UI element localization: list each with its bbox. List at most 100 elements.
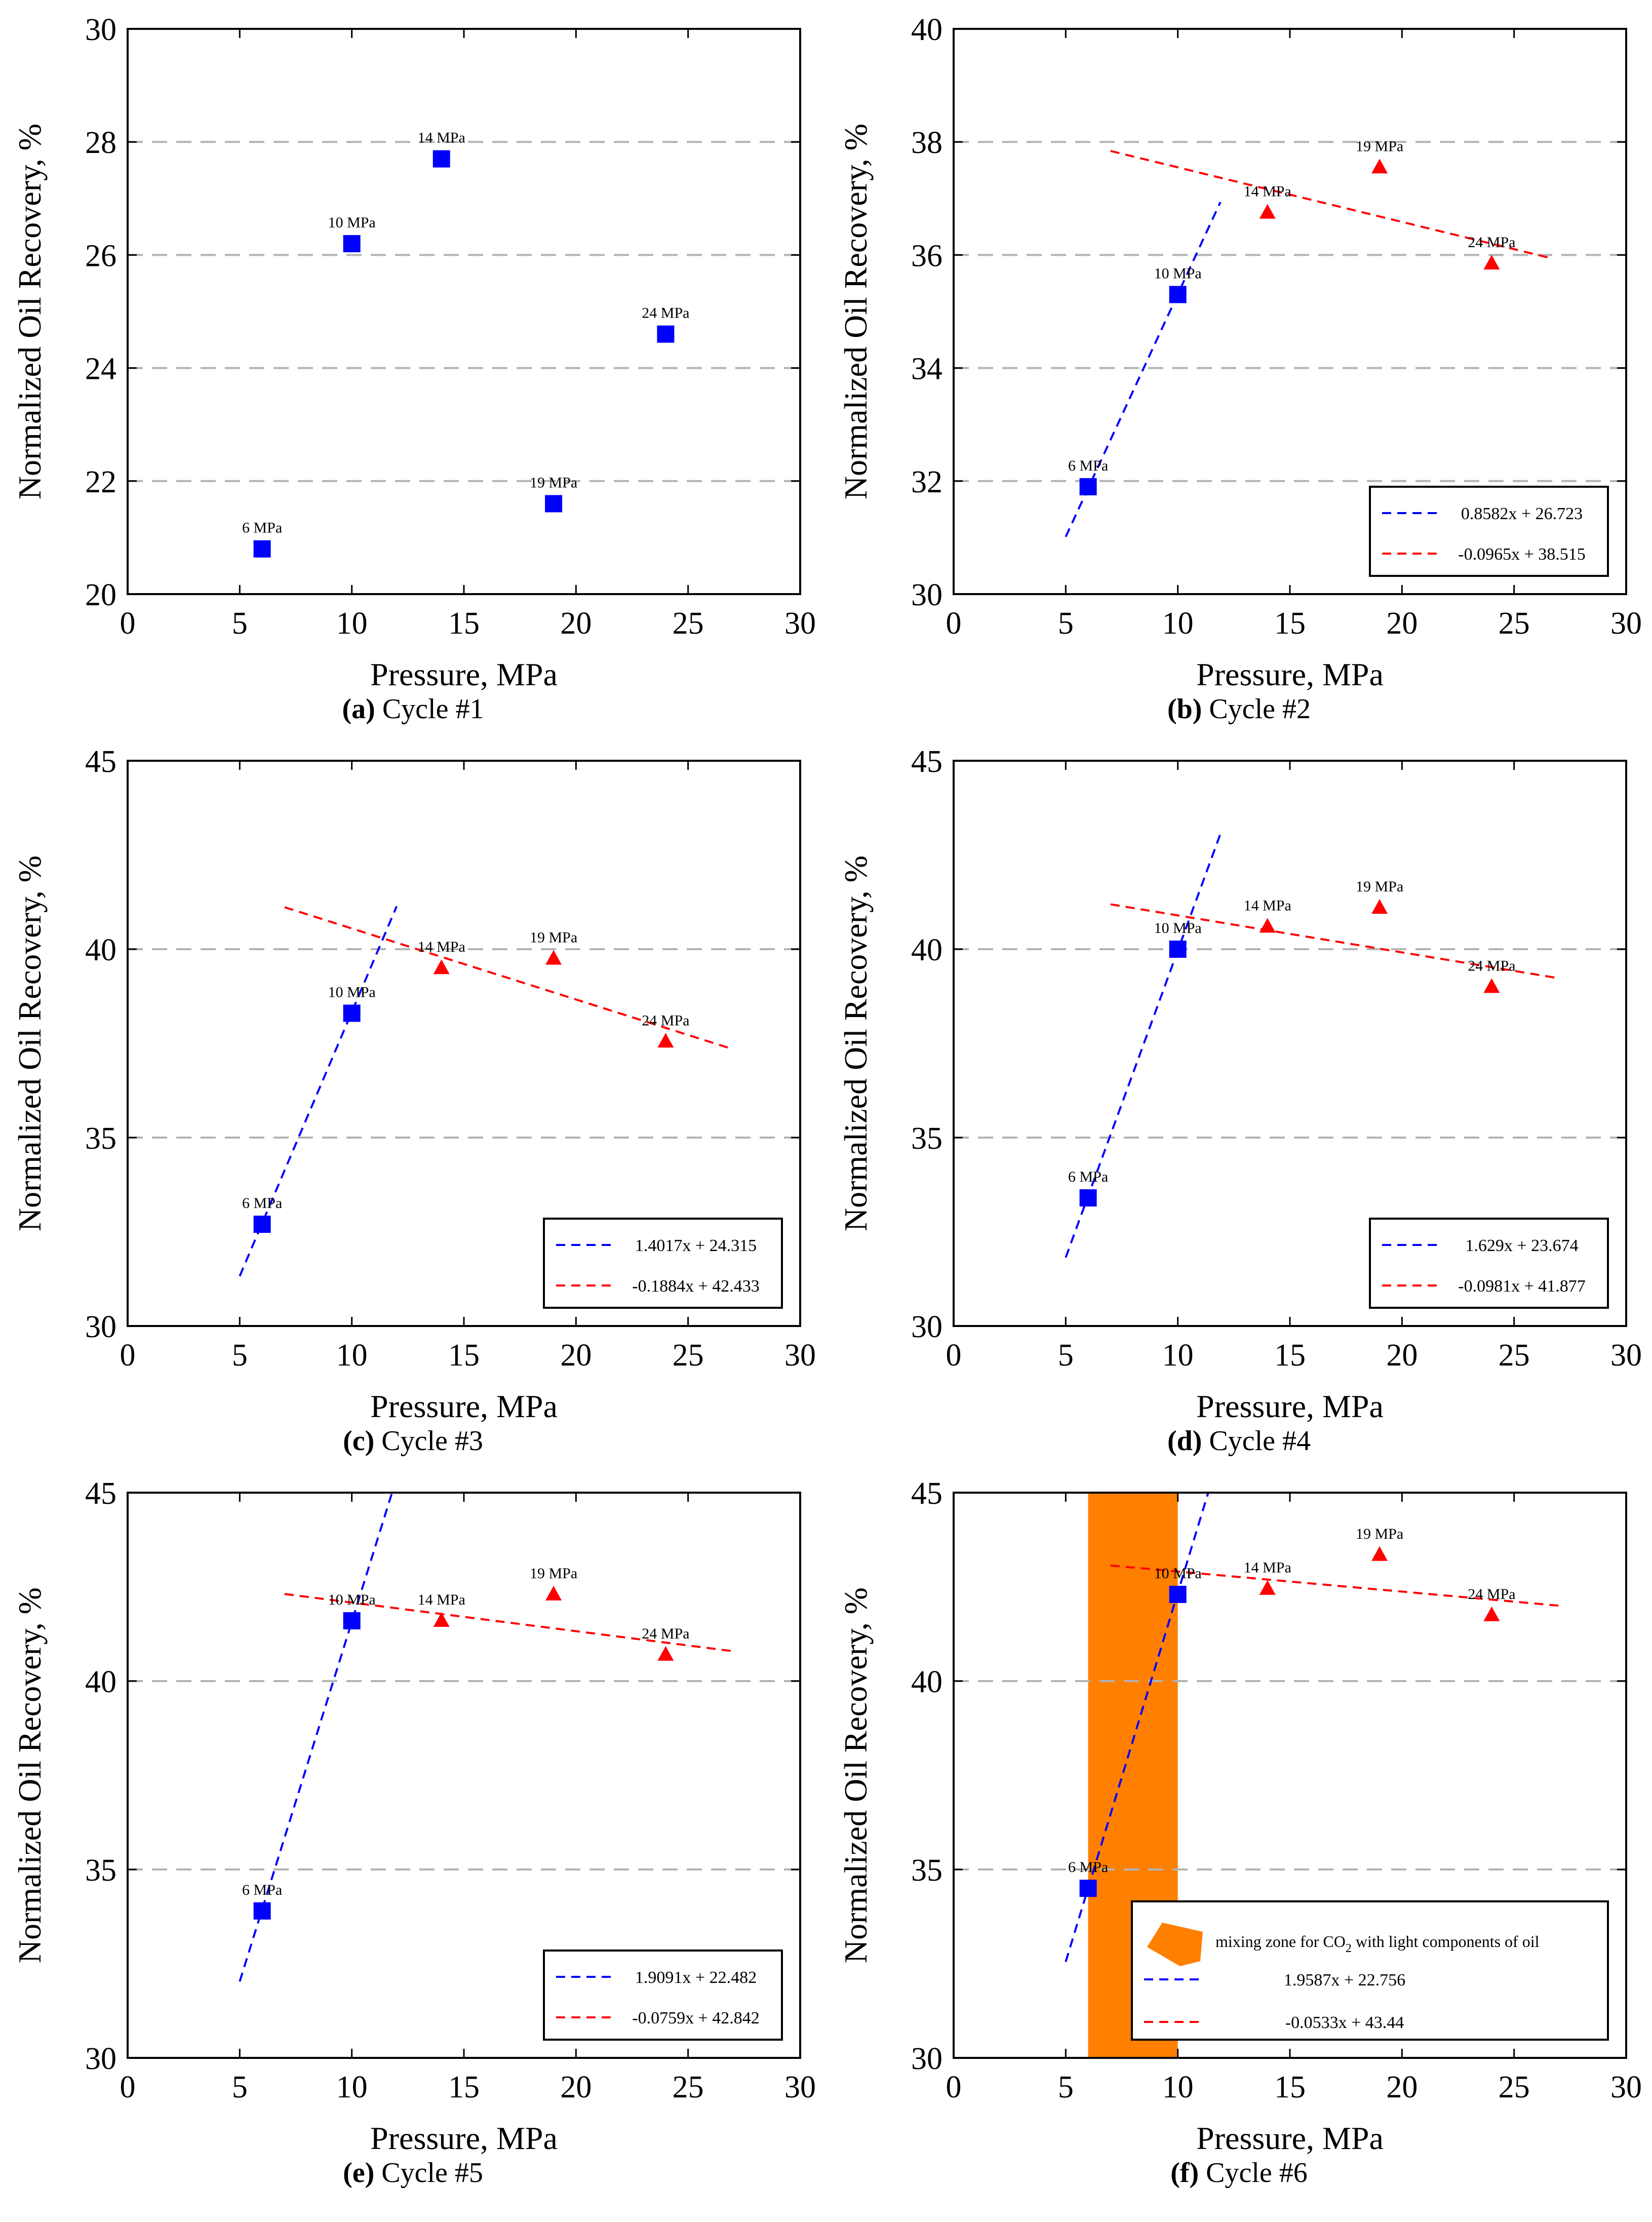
x-tick-label: 20: [1386, 606, 1418, 641]
data-point-square: [1169, 941, 1187, 958]
data-label: 10 MPa: [1154, 1565, 1202, 1582]
chart-c: 0 5 10 15 20 25 30 30 35 40 45 Pressure, MPa Normali…: [12, 745, 816, 1424]
data-label: 6 MPa: [242, 1882, 282, 1898]
caption-a-letter: (a): [342, 693, 375, 725]
data-label: 19 MPa: [530, 929, 577, 946]
data-label: 14 MPa: [1244, 1560, 1291, 1576]
data-point-triangle: [1371, 159, 1388, 174]
caption-a: (a) Cycle #1: [0, 693, 826, 725]
data-point-triangle: [1483, 978, 1500, 993]
y-tick-label: 30: [85, 13, 116, 47]
data-point-square: [1079, 1189, 1097, 1207]
y-tick-label: 36: [911, 239, 942, 273]
data-label: 14 MPa: [418, 1591, 465, 1608]
data-point-triangle: [657, 1033, 674, 1048]
y-tick-label: 40: [85, 1665, 116, 1699]
legend-box: [1131, 1900, 1609, 2041]
data-label: 6 MPa: [1068, 1859, 1108, 1876]
chart-a: 0 5 10 15 20 25 30 20 22 24 26 28 30 Pressure, MPa Nor…: [12, 13, 816, 692]
data-point-triangle: [433, 1612, 450, 1627]
y-axis-label: Normalized Oil Recovery, %: [12, 855, 48, 1231]
x-axis-label: Pressure, MPa: [1196, 2120, 1384, 2156]
y-tick-label: 45: [85, 745, 116, 779]
data-label: 6 MPa: [1068, 1168, 1108, 1185]
data-point-triangle: [545, 950, 562, 965]
y-tick-label: 28: [85, 126, 116, 160]
data-point-square: [657, 325, 675, 343]
legend-label-blue: 1.4017x + 24.315: [635, 1236, 757, 1255]
x-tick-label: 20: [560, 1338, 592, 1373]
y-tick-label: 30: [85, 2042, 116, 2076]
y-tick-label: 35: [85, 1853, 116, 1888]
caption-d-letter: (d): [1167, 1425, 1202, 1457]
panel-e: 0 5 10 15 20 25 30 30 35 40 45 Pressure, MPa Normali…: [0, 1464, 826, 2196]
x-tick-label: 0: [120, 606, 136, 641]
y-tick-label: 45: [911, 1476, 942, 1511]
data-point-triangle: [433, 959, 450, 974]
data-label: 24 MPa: [642, 1012, 689, 1029]
x-tick-label: 30: [784, 1338, 816, 1373]
y-tick-label: 20: [85, 578, 116, 612]
x-tick-label: 10: [336, 1338, 368, 1373]
y-axis-label: Normalized Oil Recovery, %: [838, 855, 874, 1231]
x-tick-label: 10: [336, 2070, 368, 2104]
trendline-blue: [239, 906, 398, 1277]
y-tick-label: 40: [911, 13, 942, 47]
y-tick-label: 40: [85, 933, 116, 967]
legend: 0.8582x + 26.723 -0.0965x + 38.515: [1369, 486, 1609, 577]
legend-label-red: -0.0965x + 38.515: [1458, 545, 1586, 564]
caption-b-letter: (b): [1167, 693, 1202, 725]
x-tick-label: 15: [1274, 1338, 1306, 1373]
data-point-triangle: [1371, 899, 1388, 914]
x-tick-label: 0: [120, 2070, 136, 2104]
legend: 1.9091x + 22.482 -0.0759x + 42.842: [543, 1950, 783, 2041]
x-tick-label: 25: [1499, 2070, 1530, 2104]
data-label: 24 MPa: [642, 305, 689, 322]
x-tick-label: 10: [1162, 1338, 1194, 1373]
x-axis-label: Pressure, MPa: [1196, 656, 1384, 692]
panel-a: 0 5 10 15 20 25 30 20 22 24 26 28 30 Pressure, MPa Nor…: [0, 0, 826, 732]
chart-b: 0 5 10 15 20 25 30 30 32 34 36 38 40 Pressure, MPa Nor…: [838, 13, 1642, 692]
x-tick-label: 15: [1274, 2070, 1306, 2104]
y-tick-label: 22: [85, 465, 116, 499]
panel-d: 0 5 10 15 20 25 30 30 35 40 45 Pressure, MPa Normali…: [826, 732, 1652, 1464]
y-tick-label: 30: [911, 2042, 942, 2076]
x-tick-label: 0: [946, 606, 962, 641]
data-label: 19 MPa: [1356, 878, 1403, 895]
legend-label-red: -0.0533x + 43.44: [1285, 2013, 1404, 2032]
data-label: 19 MPa: [1356, 1526, 1403, 1542]
data-label: 19 MPa: [1356, 138, 1403, 154]
legend-box: [543, 1218, 783, 1309]
y-tick-label: 38: [911, 126, 942, 160]
data-label: 10 MPa: [328, 984, 376, 1000]
data-label: 6 MPa: [1068, 457, 1108, 474]
y-tick-label: 40: [911, 933, 942, 967]
data-point-square: [343, 235, 361, 253]
y-axis-label: Normalized Oil Recovery, %: [838, 124, 874, 499]
y-axis-label: Normalized Oil Recovery, %: [12, 124, 48, 499]
caption-b: (b) Cycle #2: [826, 693, 1652, 725]
x-tick-label: 30: [1610, 606, 1642, 641]
data-label: 24 MPa: [1468, 957, 1515, 974]
x-tick-label: 15: [448, 2070, 480, 2104]
x-tick-label: 20: [560, 606, 592, 641]
data-point-square: [1079, 478, 1097, 495]
data-point-square: [253, 1216, 271, 1233]
trendline-red: [284, 906, 733, 1050]
data-label: 10 MPa: [1154, 920, 1202, 937]
x-tick-label: 5: [232, 606, 248, 641]
legend: 1.629x + 23.674 -0.0981x + 41.877: [1369, 1218, 1609, 1309]
y-tick-label: 35: [911, 1853, 942, 1888]
y-axis-label: Normalized Oil Recovery, %: [838, 1587, 874, 1963]
data-label: 6 MPa: [242, 1195, 282, 1212]
x-tick-label: 20: [1386, 1338, 1418, 1373]
y-tick-label: 30: [911, 578, 942, 612]
data-point-triangle: [1371, 1546, 1388, 1561]
legend-box: [543, 1950, 783, 2041]
x-tick-label: 30: [1610, 1338, 1642, 1373]
caption-a-text: Cycle #1: [382, 693, 484, 725]
x-tick-label: 30: [784, 2070, 816, 2104]
data-point-square: [343, 1612, 361, 1629]
data-point-square: [545, 495, 563, 513]
